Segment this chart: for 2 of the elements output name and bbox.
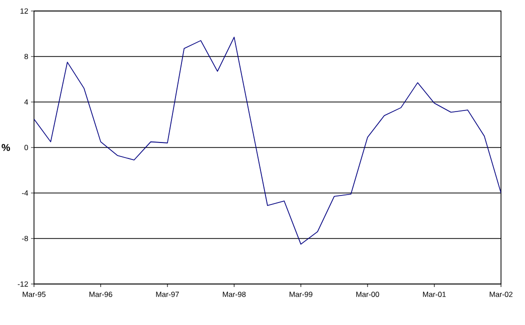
line-series [34,36,502,245]
y-axis-title: % [2,144,10,152]
